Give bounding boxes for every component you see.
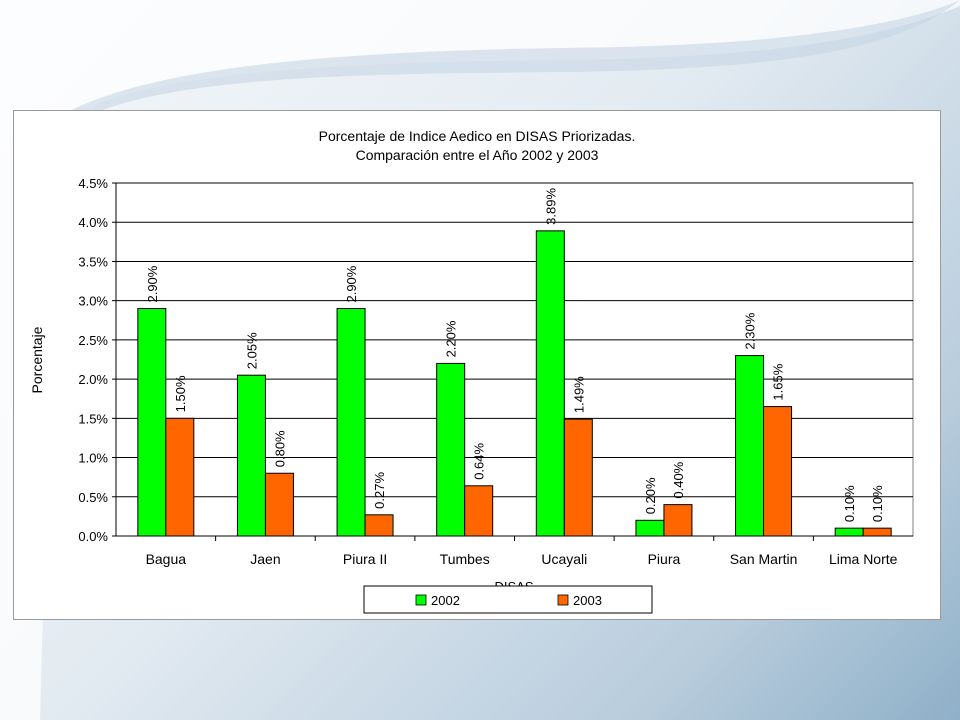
bar-2002-bagua [137,308,167,537]
y-axis-label: Porcentaje [29,326,45,393]
x-tick-label: Piura [648,551,681,567]
data-label: 2.90% [145,265,160,302]
chart-title: Porcentaje de Indice Aedico en DISAS Pri… [319,128,636,163]
data-label: 0.27% [372,472,387,509]
bar-2002-piura [635,519,665,537]
x-tick-label: Jaen [250,551,280,567]
bar-2003-bagua [165,417,195,537]
data-label: 1.50% [173,375,188,412]
data-label: 0.10% [842,485,857,522]
bar-2002-jaen [236,374,266,537]
plot-area [115,182,914,537]
data-label: 0.40% [671,461,686,498]
legend-swatch-2003 [557,594,569,606]
data-label: 2.30% [743,312,758,349]
legend: 2002 2003 [363,585,653,614]
bar-2003-lima-norte [862,527,892,537]
bar-2002-tumbes [436,362,466,537]
data-label: 0.20% [643,477,658,514]
legend-label-2002: 2002 [431,593,460,608]
bar-2003-san-martin [763,406,793,537]
bar-2003-ucayali [563,418,593,537]
bar-2003-jaen [264,472,294,537]
x-tick-label: Ucayali [541,551,587,567]
y-tick-label: 1.0% [78,451,108,466]
y-tick-label: 3.0% [78,294,108,309]
y-tick-label: 3.5% [78,254,108,269]
bars [137,230,892,537]
data-label: 2.05% [244,332,259,369]
data-labels: 2.90% 1.50% 2.05% 0.80% 2.90% 0.27% 2.20% 0.64%… [145,188,885,523]
x-tick-label: San Martin [730,551,798,567]
bar-2003-piura [663,504,693,537]
bar-2002-ucayali [535,230,565,537]
bar-2002-lima-norte [834,527,864,537]
x-axis-ticks: Bagua Jaen Piura II Tumbes Ucayali Piura San M… [146,536,898,567]
y-tick-label: 1.5% [78,411,108,426]
bar-2003-piura-ii [364,514,394,537]
y-tick-label: 4.0% [78,215,108,230]
bar-2002-san-martin [735,355,765,537]
bar-2003-tumbes [464,485,494,537]
legend-swatch-2002 [415,594,427,606]
y-tick-label: 4.5% [78,176,108,191]
y-axis-ticks: 0.0% 0.5% 1.0% 1.5% 2.0% 2.5% 3.0% 3.5% 4.0% 4.5% [78,176,116,544]
x-tick-label: Lima Norte [829,551,898,567]
data-label: 0.10% [870,485,885,522]
x-tick-label: Bagua [146,551,187,567]
y-tick-label: 0.5% [78,490,108,505]
x-tick-label: Piura II [343,551,387,567]
data-label: 0.80% [272,430,287,467]
legend-box [363,585,653,614]
legend-label-2003: 2003 [573,593,602,608]
chart-title-line2: Comparación entre el Año 2002 y 2003 [356,147,599,163]
data-label: 3.89% [543,188,558,225]
data-label: 0.64% [472,442,487,479]
y-tick-label: 2.0% [78,372,108,387]
y-tick-label: 2.5% [78,333,108,348]
data-label: 1.49% [571,376,586,413]
data-label: 1.65% [771,363,786,400]
x-tick-label: Tumbes [440,551,490,567]
y-tick-label: 0.0% [78,529,108,544]
bar-2002-piura-ii [336,308,366,537]
data-label: 2.20% [444,320,459,357]
chart-title-line1: Porcentaje de Indice Aedico en DISAS Pri… [319,128,636,144]
data-label: 2.90% [344,265,359,302]
